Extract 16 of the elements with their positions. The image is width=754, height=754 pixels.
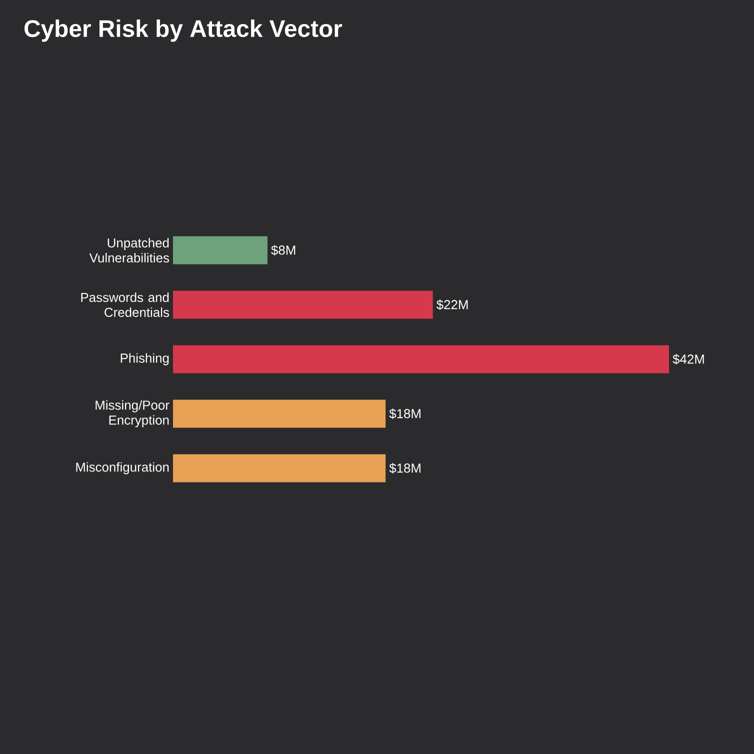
data-label: $8M: [271, 244, 296, 256]
y-tick-label: Phishing: [120, 353, 169, 366]
bar: [173, 454, 386, 482]
bar: [173, 400, 386, 428]
y-tick-label: Missing/Poor Encryption: [96, 400, 170, 428]
chart-title: Cyber Risk by Attack Vector: [24, 20, 342, 42]
bar: [173, 290, 433, 319]
data-label: $18M: [389, 462, 420, 474]
y-tick-label: Unpatched Vulnerabilities: [89, 238, 169, 262]
data-label: $18M: [389, 408, 420, 419]
data-label: $22M: [436, 299, 468, 310]
y-tick-label: Misconfiguration: [76, 462, 169, 474]
bar: [173, 236, 268, 264]
bar: [173, 345, 670, 374]
data-label: $42M: [672, 354, 704, 364]
y-tick-label: Passwords and Credentials: [81, 292, 170, 317]
